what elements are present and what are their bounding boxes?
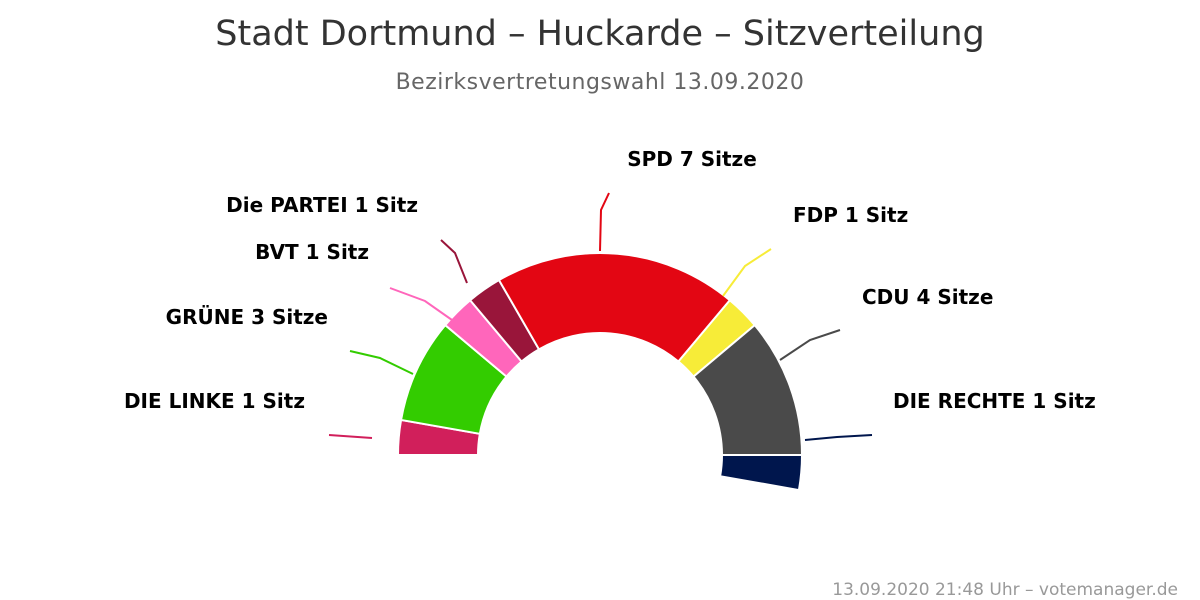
connector-2 [389,287,453,321]
connector-5 [722,248,772,297]
slice-label-0: DIE LINKE 1 Sitz [124,389,305,413]
slice-label-1: GRÜNE 3 Sitze [166,305,328,329]
slice-label-3: Die PARTEI 1 Sitz [226,193,418,217]
connector-7 [804,434,873,441]
slice-label-2: BVT 1 Sitz [255,240,369,264]
slices-group [396,252,804,492]
connector-1 [349,350,414,375]
slice-label-4: SPD 7 Sitze [627,147,757,171]
connectors-group [328,192,873,441]
slice-label-6: CDU 4 Sitze [862,285,993,309]
connector-3 [440,239,468,284]
slice-7[interactable] [718,454,804,492]
slice-label-5: FDP 1 Sitz [793,203,908,227]
slice-label-7: DIE RECHTE 1 Sitz [893,389,1096,413]
credits-text[interactable]: 13.09.2020 21:48 Uhr – votemanager.de [832,580,1178,600]
chart-title: Stadt Dortmund – Huckarde – Sitzverteilu… [215,14,985,54]
chart-subtitle: Bezirksvertretungswahl 13.09.2020 [395,70,805,95]
labels-group: DIE LINKE 1 Sitz GRÜNE 3 Sitze BVT 1 Sitz D… [124,147,1096,413]
connector-4 [599,192,610,252]
connector-6 [779,329,841,361]
connector-0 [328,434,373,439]
